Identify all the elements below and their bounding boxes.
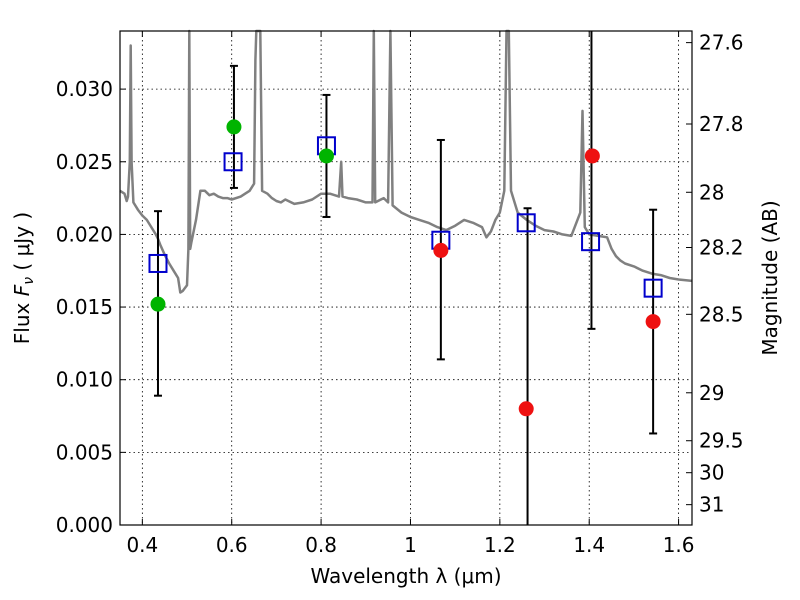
right-tick-label: 29.5 <box>699 429 744 453</box>
y-tick-label: 0.015 <box>56 295 113 319</box>
circle-marker <box>226 119 242 135</box>
y-axis-label: Flux Fν ( μJy ) <box>10 212 37 344</box>
x-tick-label: 1 <box>404 533 417 557</box>
right-tick-label: 27.8 <box>699 112 744 136</box>
x-tick-label: 0.6 <box>216 533 248 557</box>
circle-marker <box>584 148 600 164</box>
right-axis-ticks: 27.6 27.8 28 28.2 28.5 29 29.5 30 31 <box>686 31 744 517</box>
right-tick-label: 28 <box>699 180 724 204</box>
y-axis-label-pre: Flux <box>10 296 34 344</box>
right-tick-label: 30 <box>699 461 724 485</box>
y-tick-label: 0.000 <box>56 513 113 537</box>
square-marker <box>643 278 663 298</box>
model-spectrum <box>119 29 693 294</box>
square-marker <box>516 213 536 233</box>
x-axis-ticks: 0.4 0.6 0.8 1 1.2 1.4 1.6 <box>126 31 695 557</box>
photometry-markers <box>148 119 663 417</box>
circle-marker <box>318 148 334 164</box>
x-tick-label: 1.6 <box>663 533 695 557</box>
circle-marker <box>433 242 449 258</box>
right-tick-label: 29 <box>699 381 724 405</box>
right-tick-label: 28.2 <box>699 235 744 259</box>
y-tick-label: 0.010 <box>56 368 113 392</box>
model-spectrum-line <box>119 29 693 294</box>
right-tick-label: 28.5 <box>699 302 744 326</box>
square-marker <box>148 253 168 273</box>
circle-marker <box>645 314 661 330</box>
grid-lines <box>120 31 692 526</box>
right-axis-label: Magnitude (AB) <box>758 200 782 355</box>
error-bars <box>153 31 658 525</box>
right-tick-label: 31 <box>699 493 724 517</box>
right-tick-label: 27.6 <box>699 31 744 55</box>
circle-marker <box>518 401 534 417</box>
y-axis-ticks: 0.000 0.005 0.010 0.015 0.020 0.025 0.030 <box>56 77 126 537</box>
plot-frame <box>119 30 693 526</box>
y-axis-label-subscript: ν <box>21 277 37 285</box>
y-tick-label: 0.020 <box>56 222 113 246</box>
y-tick-label: 0.025 <box>56 150 113 174</box>
x-tick-label: 0.8 <box>305 533 337 557</box>
y-axis-label-post: ( μJy ) <box>10 212 34 277</box>
square-marker <box>223 152 243 172</box>
y-axis-label-symbol: F <box>10 284 34 296</box>
square-marker <box>581 232 601 252</box>
y-tick-label: 0.005 <box>56 440 113 464</box>
y-tick-label: 0.030 <box>56 77 113 101</box>
x-axis-label: Wavelength λ (μm) <box>310 564 501 588</box>
x-tick-label: 0.4 <box>126 533 158 557</box>
circle-marker <box>150 296 166 312</box>
x-tick-label: 1.4 <box>573 533 605 557</box>
x-tick-label: 1.2 <box>484 533 516 557</box>
